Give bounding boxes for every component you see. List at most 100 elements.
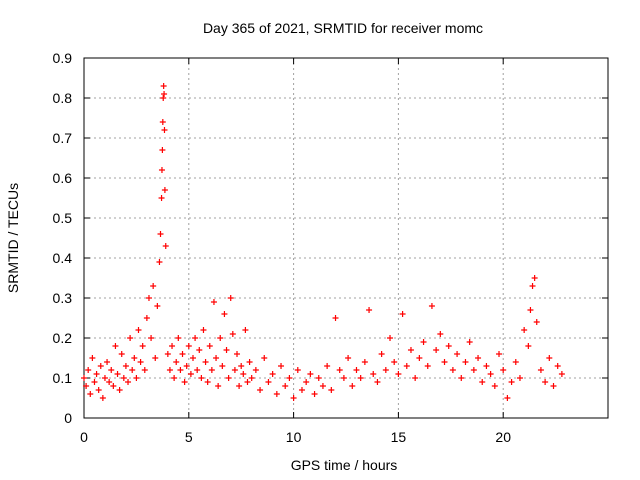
data-point bbox=[202, 359, 209, 365]
data-point bbox=[374, 379, 381, 385]
data-point bbox=[159, 147, 166, 153]
data-point bbox=[244, 379, 251, 385]
data-point bbox=[157, 231, 164, 237]
data-point bbox=[139, 343, 146, 349]
data-point bbox=[324, 363, 331, 369]
data-point bbox=[238, 363, 245, 369]
data-point bbox=[269, 371, 276, 377]
data-point bbox=[475, 355, 482, 361]
data-point bbox=[104, 359, 111, 365]
data-point bbox=[496, 351, 503, 357]
data-point bbox=[403, 363, 410, 369]
data-point bbox=[336, 367, 343, 373]
data-point bbox=[391, 359, 398, 365]
data-point bbox=[173, 359, 180, 365]
data-point bbox=[210, 299, 217, 305]
data-point bbox=[294, 367, 301, 373]
data-point bbox=[198, 375, 205, 381]
data-point bbox=[273, 391, 280, 397]
data-point bbox=[382, 367, 389, 373]
data-point bbox=[169, 343, 176, 349]
data-point bbox=[529, 283, 536, 289]
y-tick-label: 0.2 bbox=[53, 330, 73, 346]
data-point bbox=[353, 367, 360, 373]
data-point bbox=[129, 367, 136, 373]
data-point bbox=[357, 375, 364, 381]
data-point bbox=[133, 375, 140, 381]
data-point bbox=[114, 371, 121, 377]
data-point bbox=[118, 351, 125, 357]
data-point bbox=[97, 363, 104, 369]
data-point bbox=[311, 391, 318, 397]
data-point bbox=[361, 359, 368, 365]
data-point bbox=[225, 375, 232, 381]
data-point bbox=[378, 351, 385, 357]
data-point bbox=[458, 375, 465, 381]
data-point bbox=[223, 347, 230, 353]
data-point bbox=[527, 307, 534, 313]
data-point bbox=[125, 379, 132, 385]
data-point bbox=[445, 343, 452, 349]
data-point bbox=[449, 367, 456, 373]
data-point bbox=[164, 351, 171, 357]
data-point bbox=[161, 187, 168, 193]
data-point bbox=[101, 375, 108, 381]
data-point bbox=[231, 367, 238, 373]
data-point bbox=[466, 339, 473, 345]
data-point bbox=[433, 347, 440, 353]
data-point bbox=[171, 375, 178, 381]
data-point bbox=[246, 359, 253, 365]
data-point bbox=[166, 367, 173, 373]
data-point bbox=[85, 367, 92, 373]
data-point bbox=[242, 327, 249, 333]
data-point bbox=[127, 335, 134, 341]
data-point bbox=[542, 379, 549, 385]
y-tick-label: 0.6 bbox=[53, 170, 73, 186]
data-point bbox=[200, 327, 207, 333]
data-point bbox=[192, 335, 199, 341]
data-point bbox=[99, 395, 106, 401]
data-point bbox=[159, 119, 166, 125]
data-point bbox=[208, 367, 215, 373]
data-point bbox=[558, 371, 565, 377]
data-point bbox=[307, 371, 314, 377]
data-point bbox=[483, 363, 490, 369]
data-point bbox=[240, 371, 247, 377]
y-tick-label: 0.7 bbox=[53, 130, 73, 146]
data-point bbox=[554, 363, 561, 369]
data-point bbox=[412, 375, 419, 381]
data-point bbox=[315, 375, 322, 381]
data-point bbox=[428, 303, 435, 309]
data-point bbox=[112, 343, 119, 349]
data-point bbox=[161, 127, 168, 133]
data-point bbox=[500, 367, 507, 373]
data-point bbox=[162, 243, 169, 249]
data-point bbox=[120, 375, 127, 381]
data-point bbox=[437, 331, 444, 337]
data-point bbox=[83, 383, 90, 389]
data-point bbox=[234, 351, 241, 357]
data-point bbox=[145, 295, 152, 301]
data-point bbox=[156, 259, 163, 265]
plot-frame bbox=[83, 57, 609, 419]
data-point bbox=[521, 327, 528, 333]
data-point bbox=[407, 347, 414, 353]
data-point bbox=[137, 359, 144, 365]
data-point bbox=[424, 363, 431, 369]
y-tick-label: 0.9 bbox=[53, 50, 73, 66]
data-point bbox=[177, 367, 184, 373]
data-point bbox=[340, 375, 347, 381]
data-point bbox=[131, 355, 138, 361]
data-point bbox=[143, 315, 150, 321]
data-point bbox=[508, 379, 515, 385]
data-point bbox=[319, 383, 326, 389]
y-axis-label: SRMTID / TECUs bbox=[5, 183, 21, 293]
data-point bbox=[179, 351, 186, 357]
y-tick-label: 0.1 bbox=[53, 370, 73, 386]
y-tick-label: 0.8 bbox=[53, 90, 73, 106]
data-point bbox=[257, 387, 264, 393]
data-point bbox=[204, 379, 211, 385]
data-point bbox=[189, 355, 196, 361]
data-point bbox=[160, 95, 167, 101]
